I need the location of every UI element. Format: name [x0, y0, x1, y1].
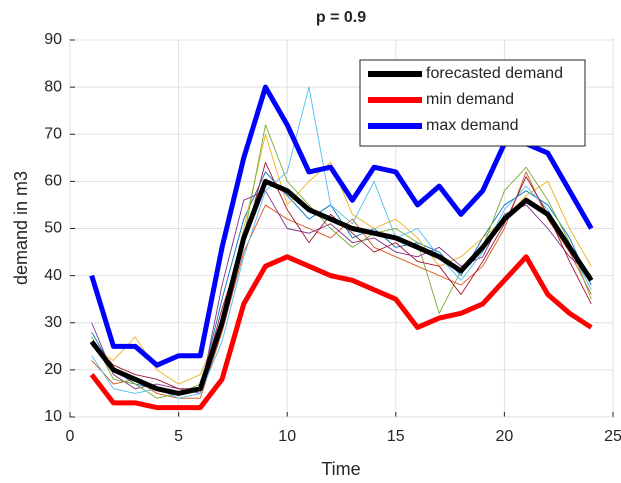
chart-title: p = 0.9 [316, 9, 366, 26]
x-tick-label: 25 [604, 428, 621, 445]
y-tick-label: 40 [44, 267, 62, 284]
y-tick-label: 80 [44, 78, 62, 95]
x-tick-label: 5 [174, 428, 183, 445]
y-tick-label: 70 [44, 125, 62, 142]
y-tick-label: 60 [44, 173, 62, 190]
x-tick-label: 0 [66, 428, 75, 445]
x-axis-label: Time [321, 459, 360, 479]
y-tick-label: 20 [44, 361, 62, 378]
legend-label: forecasted demand [426, 65, 563, 82]
x-tick-label: 20 [496, 428, 514, 445]
y-tick-label: 50 [44, 220, 62, 237]
series-line [89, 178, 594, 396]
x-tick-label: 10 [278, 428, 296, 445]
legend-label: min demand [426, 91, 514, 108]
y-tick-label: 30 [44, 314, 62, 331]
y-tick-label: 90 [44, 31, 62, 48]
x-tick-label: 15 [387, 428, 405, 445]
y-axis-label: demand in m3 [11, 171, 31, 285]
scenario-line [91, 86, 592, 399]
y-tick-label: 10 [44, 408, 62, 425]
legend-label: max demand [426, 117, 519, 134]
series-line [89, 254, 593, 411]
